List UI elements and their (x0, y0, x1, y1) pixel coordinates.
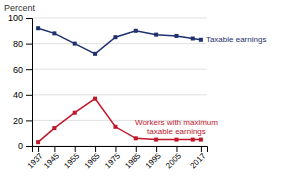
x-tick-label: 1965 (83, 151, 102, 170)
series-label-line: Taxable earnings (206, 35, 266, 44)
y-tick: 40 (13, 90, 32, 100)
y-tick-mark (26, 18, 32, 19)
x-tick-mark (136, 146, 137, 152)
x-tick-mark (115, 146, 116, 152)
y-tick-mark (26, 146, 32, 147)
x-tick-label: 1975 (103, 151, 122, 170)
marker (154, 33, 158, 37)
marker (134, 136, 138, 140)
y-tick-label: 20 (13, 116, 23, 126)
y-tick-label: 60 (13, 65, 23, 75)
x-tick: 1975 (103, 146, 122, 170)
grid-line (32, 69, 207, 70)
y-tick: 0 (18, 141, 32, 151)
y-tick-mark (26, 120, 32, 121)
marker (113, 125, 117, 129)
x-tick-mark (75, 146, 76, 152)
x-tick-mark (156, 146, 157, 152)
series-label-line: taxable earnings (147, 127, 206, 136)
y-axis-line (26, 19, 33, 147)
y-tick: 80 (13, 39, 32, 49)
x-tick-label: 1945 (42, 151, 61, 170)
marker (52, 126, 56, 130)
x-tick-label: 1995 (144, 151, 163, 170)
series-markers (36, 26, 203, 56)
x-tick-mark (176, 146, 177, 152)
marker (199, 138, 203, 142)
x-tick: 1937 (26, 146, 45, 170)
y-axis-title: Percent (4, 3, 36, 13)
y-tick-mark (26, 69, 32, 70)
grid-line (32, 18, 207, 19)
y-tick: 100 (8, 13, 32, 23)
chart-svg: 19371945195519651975198519952005 2017 0 20 4… (0, 0, 287, 176)
grid-line (32, 94, 207, 95)
x-tick: 1985 (123, 146, 142, 170)
chart-container: 19371945195519651975198519952005 2017 0 20 4… (0, 0, 287, 176)
y-tick-label: 100 (8, 13, 23, 23)
x-tick-mark (38, 146, 39, 152)
y-tick-label: 80 (13, 39, 23, 49)
y-tick: 20 (13, 116, 32, 126)
marker (199, 38, 203, 42)
x-tick-mark (95, 146, 96, 152)
x-tick: 2017 (189, 146, 208, 170)
marker (134, 29, 138, 33)
x-tick-label: 2017 (189, 151, 208, 170)
marker (73, 111, 77, 115)
series-label: Workers with maximumtaxable earnings (135, 118, 218, 136)
x-tick: 1945 (42, 146, 61, 170)
x-tick: 1965 (83, 146, 102, 170)
x-tick-mark (54, 146, 55, 152)
series-label-line: Workers with maximum (135, 118, 218, 127)
marker (191, 138, 195, 142)
grid-line (32, 43, 207, 44)
marker (36, 140, 40, 144)
series-label: Taxable earnings (206, 35, 266, 44)
x-axis: 19371945195519651975198519952005 2017 (26, 146, 208, 170)
x-tick: 1995 (144, 146, 163, 170)
y-tick-label: 40 (13, 90, 23, 100)
marker (36, 26, 40, 30)
x-tick-mark (201, 146, 202, 152)
marker (52, 31, 56, 35)
y-axis: 0 20 40 60 80 100 (8, 13, 33, 151)
x-axis-line (33, 147, 208, 153)
marker (93, 97, 97, 101)
y-tick: 60 (13, 65, 32, 75)
marker (113, 35, 117, 39)
marker (191, 36, 195, 40)
x-tick-label: 2005 (164, 151, 183, 170)
series-line (38, 28, 201, 54)
x-tick: 2005 (164, 146, 183, 170)
x-tick: 1955 (62, 146, 81, 170)
x-tick-label: 1937 (26, 151, 45, 170)
marker (174, 34, 178, 38)
y-tick-label: 0 (18, 141, 23, 151)
y-tick-mark (26, 44, 32, 45)
marker (174, 138, 178, 142)
x-tick-label: 1985 (123, 151, 142, 170)
marker (73, 42, 77, 46)
y-tick-mark (26, 95, 32, 96)
grid (32, 18, 207, 146)
marker (154, 138, 158, 142)
marker (93, 52, 97, 56)
x-tick-label: 1955 (62, 151, 81, 170)
